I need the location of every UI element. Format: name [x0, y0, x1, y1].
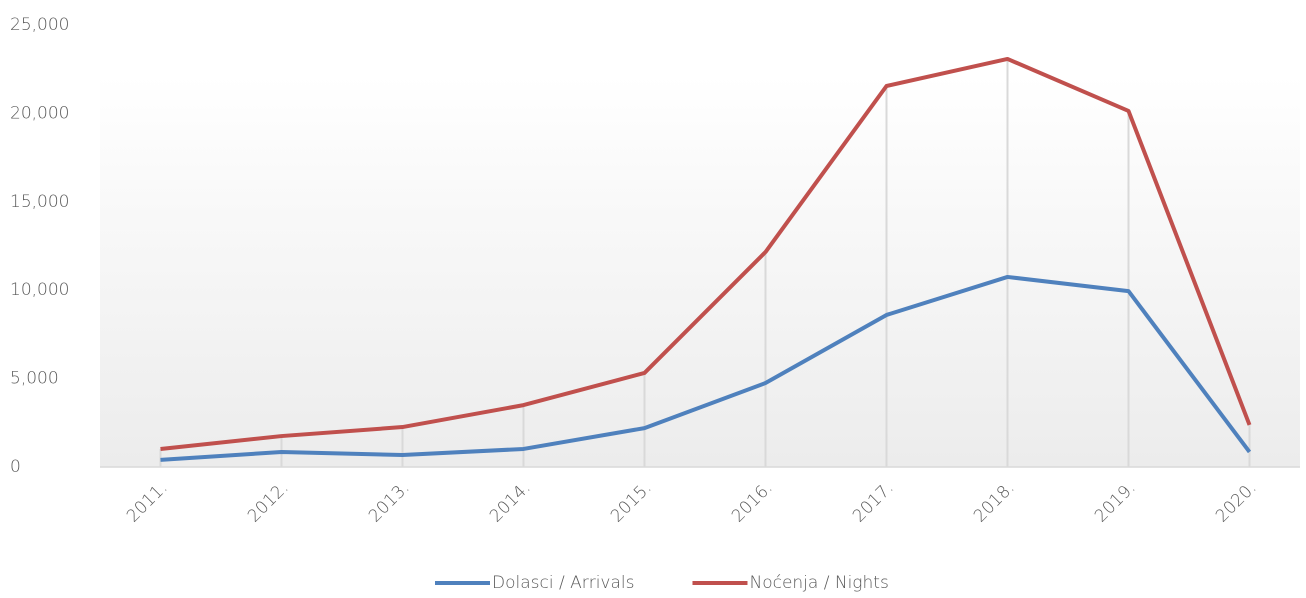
x-tick-label: 2017. [849, 478, 898, 527]
x-tick-label: 2011. [123, 478, 172, 527]
x-tick-label: 2016. [728, 478, 777, 527]
y-tick-label: 10,000 [10, 280, 69, 300]
x-tick-label: 2018. [970, 478, 1019, 527]
line-series [160, 56, 1252, 451]
x-tick-label: 2019. [1091, 478, 1140, 527]
y-tick-label: 15,000 [10, 192, 69, 212]
x-tick-label: 2015. [607, 478, 656, 527]
y-tick-label: 5,000 [10, 369, 59, 389]
legend-label: Noćenja / Nights [749, 573, 888, 593]
line-series [160, 274, 1252, 462]
x-tick-label: 2012. [244, 478, 293, 527]
y-tick-label: 20,000 [10, 103, 69, 123]
plot-background [100, 75, 1300, 467]
y-tick-label: 25,000 [10, 15, 69, 35]
x-tick-label: 2014. [486, 478, 535, 527]
legend-label: Dolasci / Arrivals [492, 573, 634, 593]
y-tick-label: 0 [10, 457, 21, 477]
x-tick-label: 2020. [1212, 478, 1261, 527]
x-tick-label: 2013. [365, 478, 414, 527]
